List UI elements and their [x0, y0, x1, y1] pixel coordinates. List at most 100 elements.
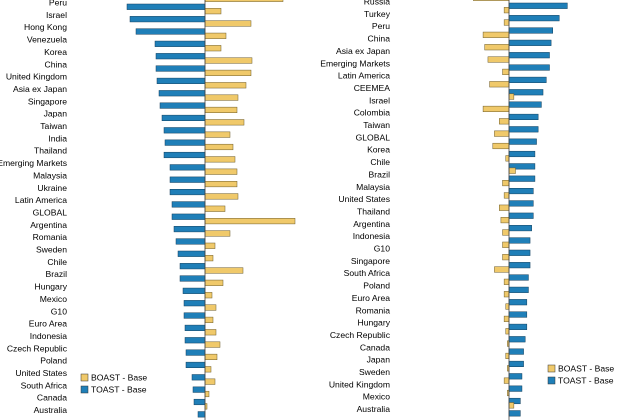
- toast-bar-singapore: [159, 102, 206, 109]
- toast-bar-hungary: [182, 287, 206, 294]
- toast-bar-argentina: [173, 226, 206, 233]
- boast-bar-indonesia: [204, 329, 217, 336]
- toast-bar-romania: [175, 238, 206, 245]
- toast-bar-united-kingdom: [156, 77, 206, 84]
- category-label-g10: G10: [51, 306, 67, 316]
- boast-bar-romania: [505, 303, 510, 310]
- toast-bar-turkey: [508, 15, 560, 22]
- category-label-turkey: Turkey: [364, 9, 391, 19]
- legend: BOAST - Base TOAST - Base: [547, 364, 614, 386]
- toast-bar-colombia: [508, 113, 539, 121]
- toast-bar-thailand: [508, 212, 534, 219]
- boast-bar-colombia: [482, 105, 510, 113]
- toast-bar-emerging-markets: [508, 64, 550, 71]
- toast-bar-asia-ex-japan: [508, 52, 550, 59]
- category-label-canada: Canada: [360, 342, 390, 352]
- category-label-malaysia: Malaysia: [356, 182, 390, 192]
- boast-bar-peru: [204, 0, 284, 2]
- category-label-venezuela: Venezuela: [27, 35, 67, 45]
- toast-bar-united-states: [508, 200, 534, 207]
- category-label-russia: Russia: [364, 0, 390, 7]
- category-label-poland: Poland: [40, 356, 67, 366]
- toast-bar-korea: [508, 150, 536, 158]
- category-label-hungary: Hungary: [35, 282, 68, 292]
- boast-bar-mexico: [204, 292, 213, 299]
- category-label-united-states: United States: [15, 368, 67, 378]
- category-label-argentina: Argentina: [353, 219, 390, 229]
- category-label-singapore: Singapore: [28, 96, 67, 106]
- toast-bar-g10: [508, 249, 531, 256]
- category-label-south-africa: South Africa: [21, 380, 68, 390]
- boast-bar-global: [494, 130, 510, 137]
- boast-bar-venezuela: [204, 32, 227, 39]
- toast-bar-south-africa: [508, 274, 529, 281]
- boast-bar-hungary: [204, 279, 224, 286]
- category-label-asia-ex-japan: Asia ex Japan: [336, 46, 390, 56]
- boast-bar-argentina: [204, 218, 296, 225]
- category-label-romania: Romania: [356, 305, 391, 315]
- boast-bar-euro-area: [204, 316, 214, 323]
- toast-bar-chile: [179, 263, 206, 270]
- category-label-united-kingdom: United Kingdom: [6, 72, 67, 82]
- toast-bar-venezuela: [154, 40, 206, 47]
- category-label-united-states: United States: [338, 194, 390, 204]
- toast-bar-taiwan: [508, 126, 539, 133]
- category-label-sweden: Sweden: [359, 367, 390, 377]
- category-label-china: China: [368, 34, 391, 44]
- boast-bar-united-kingdom: [503, 377, 510, 384]
- category-label-chile: Chile: [370, 157, 390, 167]
- boast-bar-china: [204, 57, 253, 64]
- category-label-indonesia: Indonesia: [353, 231, 390, 241]
- toast-bar-china: [508, 39, 552, 46]
- toast-bar-emerging-markets: [169, 164, 206, 171]
- boast-bar-chile: [505, 155, 510, 162]
- boast-bar-hong-kong: [204, 20, 252, 27]
- boast-bar-thailand: [499, 204, 510, 211]
- boast-bar-malaysia: [204, 168, 238, 175]
- boast-bar-singapore: [502, 254, 510, 261]
- toast-bar-malaysia: [508, 188, 534, 195]
- boast-bar-hungary: [503, 315, 510, 322]
- category-label-poland: Poland: [363, 281, 390, 291]
- toast-bar-malaysia: [169, 176, 206, 183]
- legend: BOAST - Base TOAST - Base: [80, 373, 147, 395]
- toast-bar-korea: [155, 53, 206, 60]
- boast-bar-united-kingdom: [204, 69, 252, 76]
- category-label-ceemea: CEEMEA: [354, 83, 391, 93]
- category-label-emerging-markets: Emerging Markets: [0, 158, 67, 168]
- boast-bar-united-states: [204, 366, 212, 373]
- toast-bar-israel: [508, 101, 542, 108]
- category-label-sweden: Sweden: [36, 245, 67, 255]
- legend-swatch-boast-base: [80, 373, 89, 382]
- toast-bar-israel: [129, 16, 206, 23]
- boast-bar-argentina: [500, 217, 510, 224]
- toast-bar-hong-kong: [135, 28, 206, 35]
- boast-bar-latin-america: [204, 193, 239, 200]
- boast-bar-asia-ex-japan: [204, 82, 247, 89]
- category-label-emerging-markets: Emerging Markets: [320, 58, 390, 68]
- category-label-romania: Romania: [33, 232, 68, 242]
- category-label-brazil: Brazil: [46, 269, 68, 279]
- legend-label-toast-base: TOAST - Base: [558, 376, 614, 386]
- boast-bar-korea: [204, 45, 222, 52]
- category-label-peru: Peru: [372, 21, 390, 31]
- boast-bar-sweden: [204, 242, 216, 249]
- toast-bar-japan: [161, 114, 206, 122]
- category-label-hong-kong: Hong Kong: [24, 22, 67, 32]
- toast-bar-mexico: [183, 300, 206, 307]
- toast-bar-sweden: [177, 250, 206, 257]
- category-label-latin-america: Latin America: [338, 71, 390, 81]
- boast-bar-poland: [204, 353, 218, 360]
- toast-bar-united-states: [191, 374, 206, 381]
- toast-bar-indonesia: [184, 337, 206, 344]
- boast-bar-taiwan: [204, 119, 245, 126]
- boast-bar-taiwan: [499, 118, 510, 125]
- right-chart: Russia Turkey Peru China Asia ex Japan Emergi…: [320, 0, 614, 420]
- boast-bar-south-africa: [204, 378, 216, 385]
- toast-bar-brazil: [508, 175, 536, 182]
- category-label-latin-america: Latin America: [15, 195, 67, 205]
- boast-bar-g10: [502, 241, 510, 248]
- category-label-czech-republic: Czech Republic: [330, 330, 391, 340]
- category-label-ukraine: Ukraine: [37, 183, 67, 193]
- toast-bar-romania: [508, 311, 528, 318]
